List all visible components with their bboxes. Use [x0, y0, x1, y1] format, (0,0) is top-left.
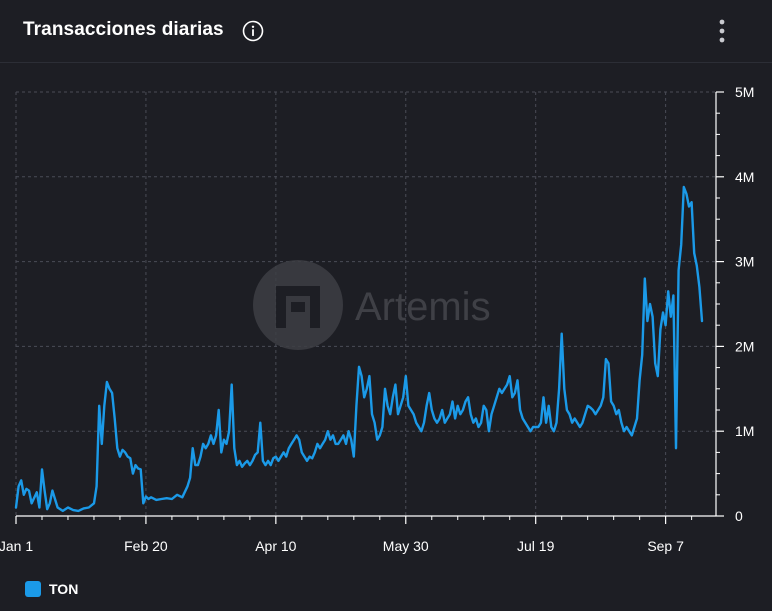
y-tick-label: 5M	[735, 84, 754, 100]
legend-label: TON	[49, 581, 79, 597]
x-tick-label: Sep 7	[647, 538, 684, 554]
legend-item-ton[interactable]: TON	[25, 581, 78, 597]
y-tick-label: 1M	[735, 423, 754, 439]
x-tick-label: Jul 19	[517, 538, 555, 554]
x-tick-label: Jan 1	[0, 538, 33, 554]
more-vertical-icon[interactable]	[712, 17, 732, 45]
chart-axes: 0 1M 2M 3M 4M 5M Jan 1 Feb 20 Apr 10 May 30 Jul 19…	[0, 84, 754, 554]
x-tick-label: May 30	[383, 538, 429, 554]
series-line-ton[interactable]	[14, 185, 704, 513]
chart-grid	[15, 91, 716, 516]
watermark-text: Artemis	[355, 285, 491, 329]
artemis-watermark: Artemis	[253, 260, 491, 350]
y-tick-label: 2M	[735, 338, 754, 354]
artemis-logo-icon	[276, 286, 320, 328]
series-layer	[14, 185, 704, 513]
y-tick-label: 0	[735, 508, 743, 524]
info-icon[interactable]	[242, 20, 264, 42]
x-tick-label: Feb 20	[124, 538, 168, 554]
y-tick-label: 3M	[735, 254, 754, 270]
x-tick-label: Apr 10	[255, 538, 296, 554]
y-tick-label: 4M	[735, 169, 754, 185]
legend-swatch	[25, 581, 41, 597]
chart-title: Transacciones diarias	[23, 19, 224, 40]
card-header: Transacciones diarias	[0, 0, 772, 63]
line-chart[interactable]: Artemis 0 1M 2M 3M 4M 5M Jan 1 Feb 20 Apr 10 May …	[0, 62, 772, 572]
